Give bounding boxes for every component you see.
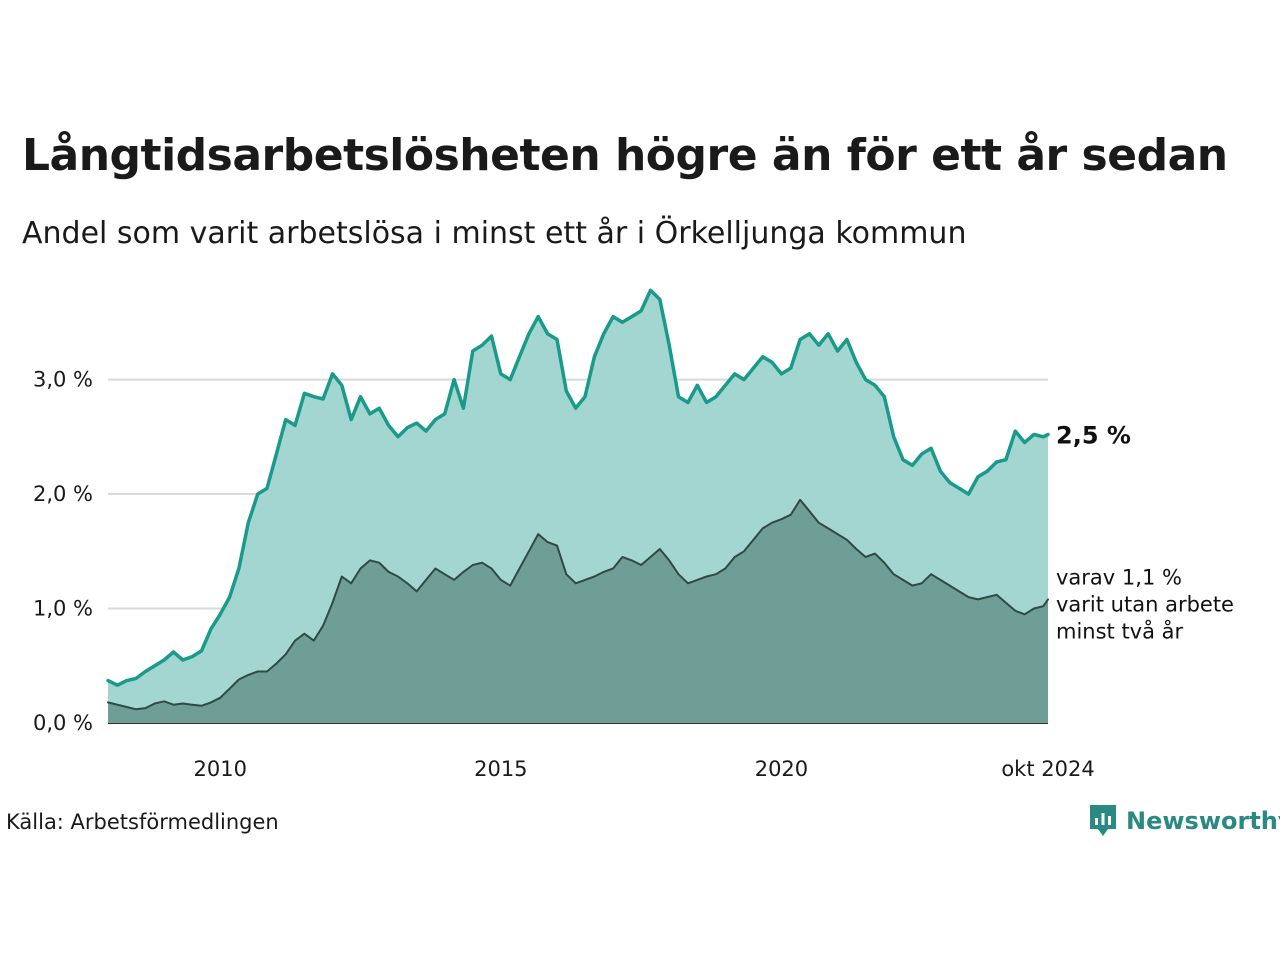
end-label-main: 2,5 % bbox=[1056, 422, 1131, 450]
y-axis-ticks: 0,0 % 1,0 % 2,0 % 3,0 % bbox=[33, 368, 93, 735]
end-label-sub-line: minst två år bbox=[1056, 618, 1184, 643]
end-labels: 2,5 % varav 1,1 % varit utan arbete minst t… bbox=[1056, 422, 1234, 644]
series-areas bbox=[108, 290, 1048, 723]
brand-name: Newsworthy bbox=[1126, 807, 1280, 835]
newsworthy-logo-icon bbox=[1090, 805, 1116, 836]
x-tick-label: 2015 bbox=[474, 757, 527, 781]
x-tick-label: okt 2024 bbox=[1001, 757, 1094, 781]
y-tick-label: 3,0 % bbox=[33, 368, 93, 392]
series-area-sub bbox=[108, 499, 1048, 723]
end-label-sub: varav 1,1 % varit utan arbete minst två år bbox=[1056, 565, 1234, 643]
series-lines bbox=[106, 288, 1050, 711]
chart-subtitle: Andel som varit arbetslösa i minst ett å… bbox=[22, 216, 967, 251]
end-label-sub-line: varav 1,1 % bbox=[1056, 565, 1182, 589]
x-axis-ticks: 2010 2015 2020 okt 2024 bbox=[194, 757, 1095, 781]
series-line-sub bbox=[107, 498, 1049, 711]
y-tick-label: 0,0 % bbox=[33, 711, 93, 735]
end-label-sub-line: varit utan arbete bbox=[1056, 592, 1234, 616]
x-tick-label: 2020 bbox=[755, 757, 808, 781]
x-tick-label: 2010 bbox=[194, 757, 247, 781]
y-tick-label: 1,0 % bbox=[33, 597, 93, 621]
series-line-main bbox=[106, 288, 1050, 687]
source-note: Källa: Arbetsförmedlingen bbox=[6, 810, 279, 834]
brand-logo[interactable]: Newsworthy bbox=[1088, 803, 1280, 839]
chart-title: Långtidsarbetslösheten högre än för ett … bbox=[22, 130, 1228, 181]
y-tick-label: 2,0 % bbox=[33, 482, 93, 506]
